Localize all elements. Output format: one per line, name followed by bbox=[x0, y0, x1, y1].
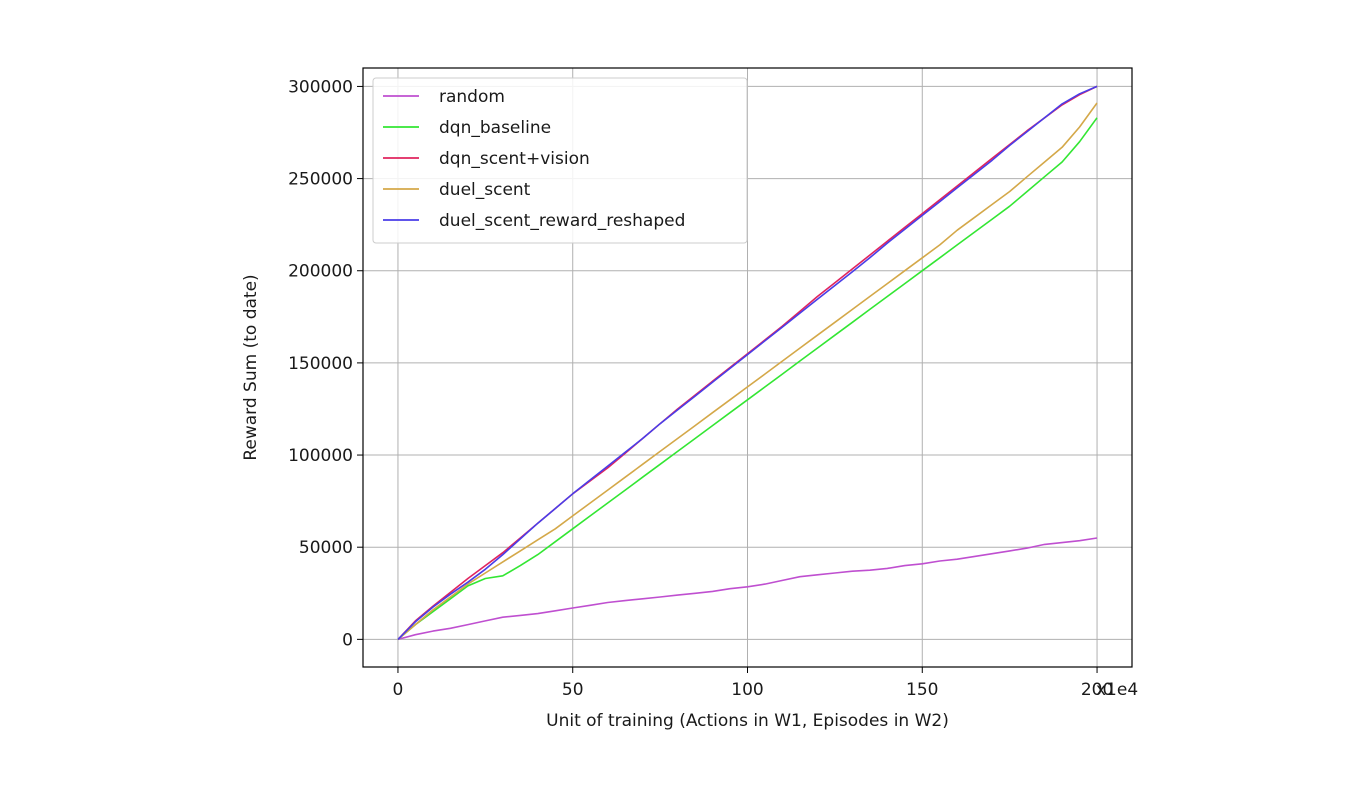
x-tick-label: 200 bbox=[1081, 680, 1113, 700]
y-tick-label: 0 bbox=[342, 630, 353, 650]
x-tick-label: 50 bbox=[562, 680, 584, 700]
axis-ticks: 0 50 100 150 200 0 50000 100000 150000 200000 2500… bbox=[288, 77, 1113, 700]
legend-entry: random bbox=[383, 87, 505, 107]
legend-box bbox=[372, 77, 748, 244]
legend-items: random dqn_baseline dqn_scent+vision duel_s… bbox=[383, 87, 685, 231]
y-tick-label: 50000 bbox=[299, 538, 353, 558]
legend-label: duel_scent bbox=[439, 180, 531, 200]
legend-label: dqn_scent+vision bbox=[439, 149, 590, 169]
series-line-random bbox=[397, 537, 1098, 641]
legend-label: duel_scent_reward_reshaped bbox=[439, 211, 685, 231]
legend-entry: duel_scent bbox=[383, 180, 531, 200]
y-axis-label: Reward Sum (to date) bbox=[241, 274, 261, 460]
legend-entry: dqn_baseline bbox=[383, 118, 551, 138]
x-tick-label: 100 bbox=[731, 680, 763, 700]
y-tick-label: 250000 bbox=[288, 170, 353, 190]
legend-label: random bbox=[439, 87, 505, 107]
series-line-duel-scent bbox=[397, 102, 1098, 641]
y-tick-label: 150000 bbox=[288, 354, 353, 374]
y-tick-label: 200000 bbox=[288, 262, 353, 282]
y-tick-label: 300000 bbox=[288, 77, 353, 97]
legend: random dqn_baseline dqn_scent+vision duel_s… bbox=[372, 77, 748, 244]
series-line-dqn-baseline bbox=[397, 117, 1098, 641]
x-axis-scale-label: x1e4 bbox=[1096, 680, 1138, 700]
x-axis-label: Unit of training (Actions in W1, Episode… bbox=[546, 711, 949, 731]
legend-entry: duel_scent_reward_reshaped bbox=[383, 211, 685, 231]
y-tick-label: 100000 bbox=[288, 446, 353, 466]
x-tick-label: 0 bbox=[393, 680, 404, 700]
x-tick-label: 150 bbox=[906, 680, 938, 700]
series-lines bbox=[397, 85, 1098, 641]
legend-label: dqn_baseline bbox=[439, 118, 551, 138]
legend-entry: dqn_scent+vision bbox=[383, 149, 590, 169]
series-line-duel-scent-reward-reshaped bbox=[397, 85, 1098, 640]
